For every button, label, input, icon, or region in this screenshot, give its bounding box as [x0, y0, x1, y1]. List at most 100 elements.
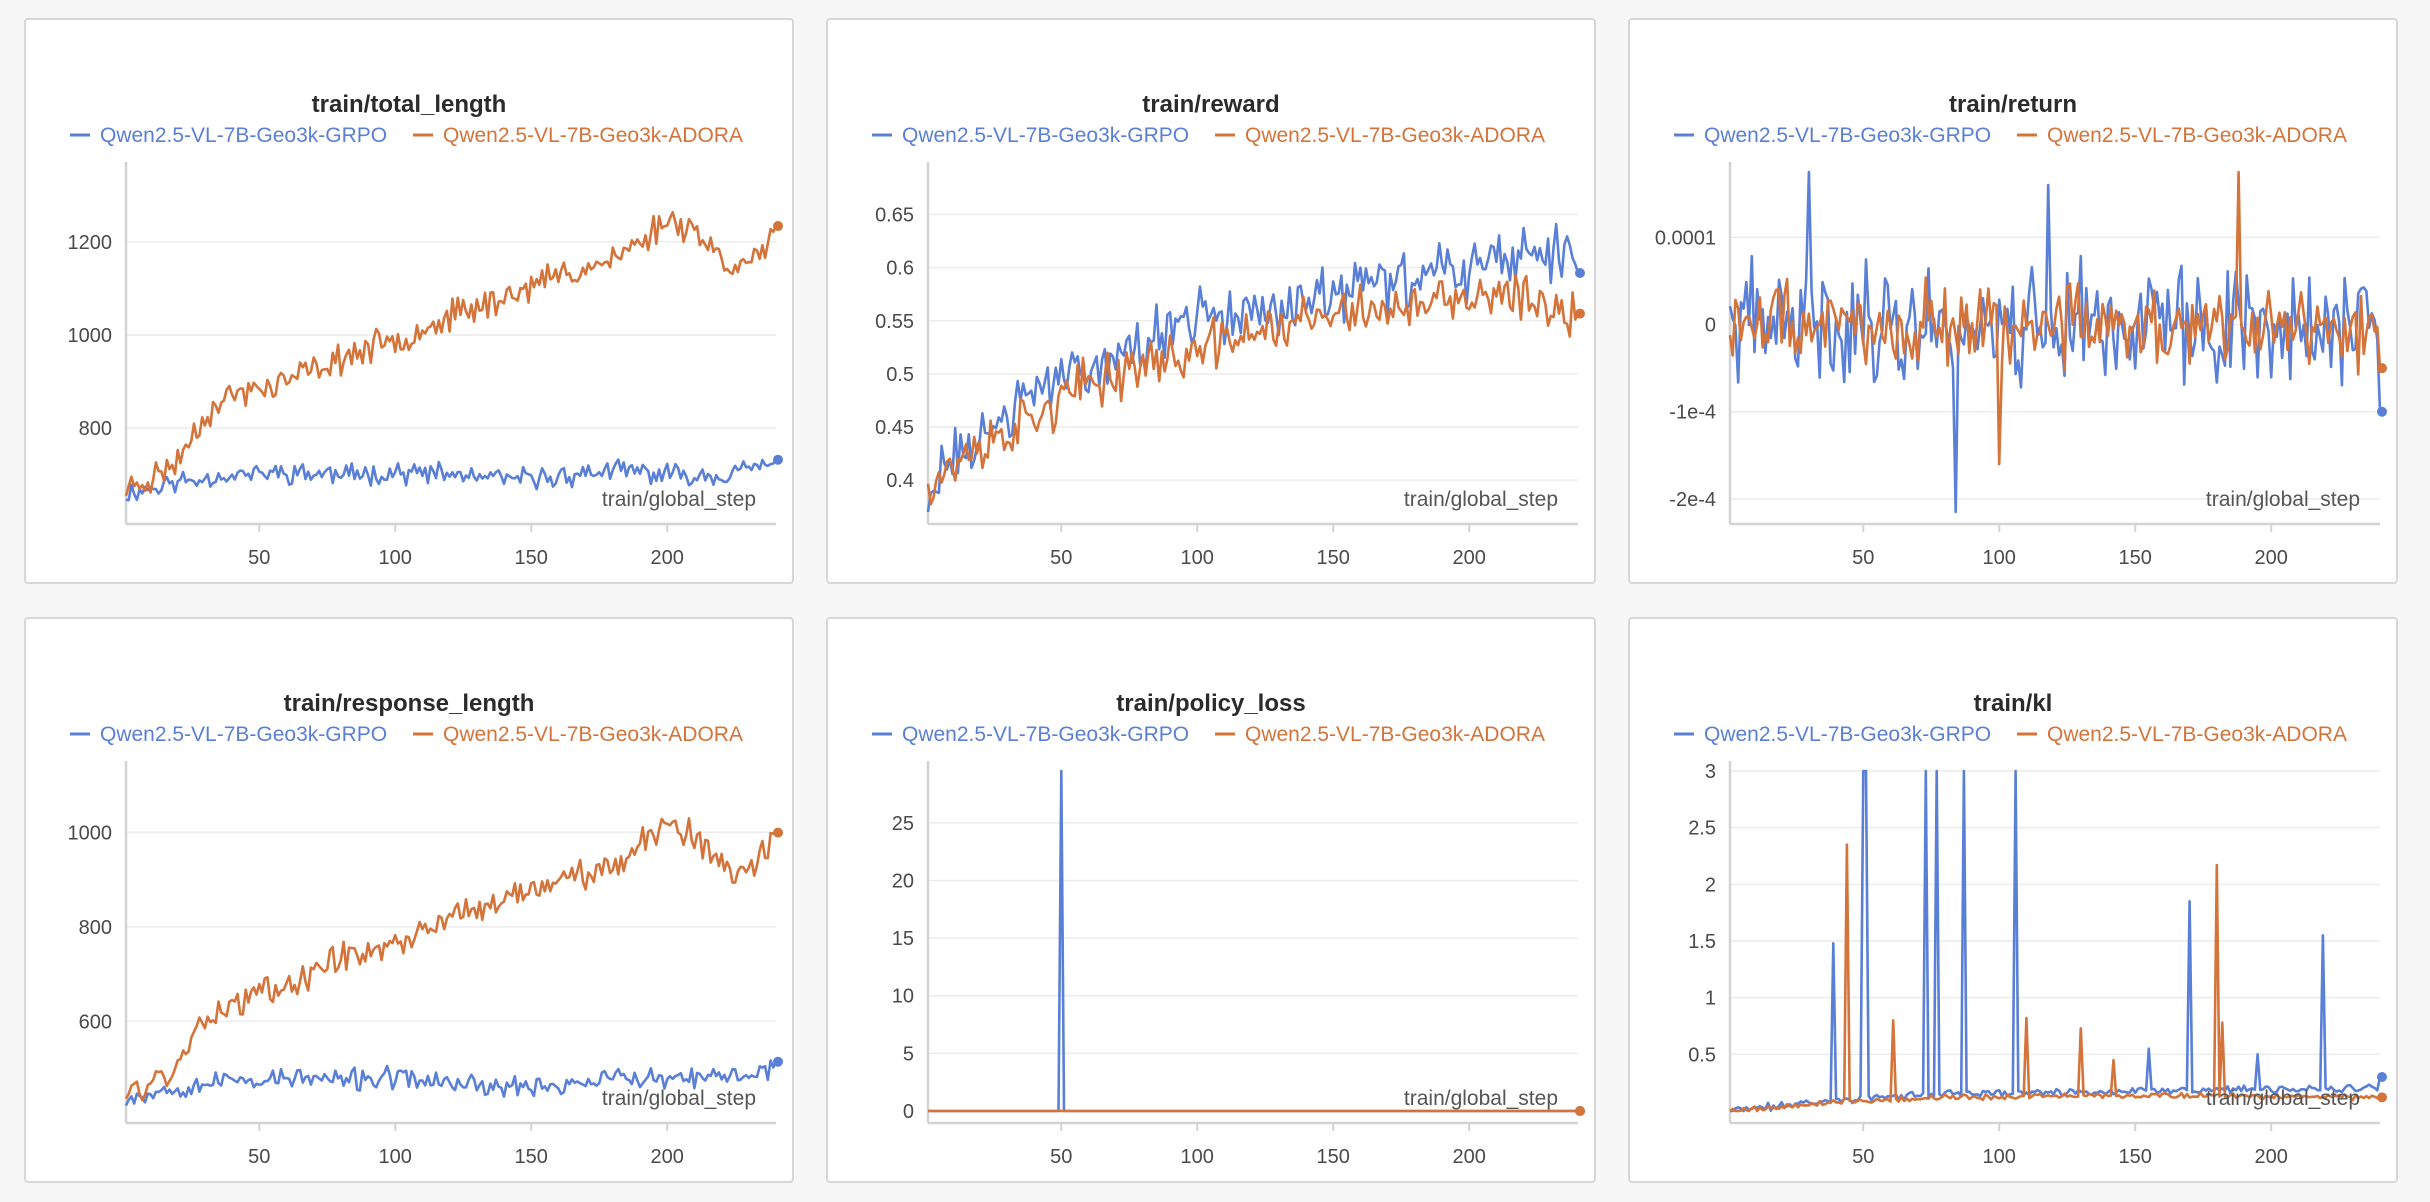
x-tick-label: 50: [248, 1146, 270, 1168]
y-tick-label: 0: [903, 1101, 914, 1123]
series-line-adora[interactable]: [124, 817, 777, 1102]
x-axis-label: train/global_step: [1404, 488, 1558, 511]
x-tick-label: 150: [2119, 1146, 2152, 1168]
series-line-grpo[interactable]: [928, 769, 1578, 1113]
legend-label[interactable]: Qwen2.5-VL-7B-Geo3k-GRPO: [1704, 124, 1991, 147]
x-tick-label: 50: [1050, 1146, 1072, 1168]
chart-svg: train/total_length Qwen2.5-VL-7B-Geo3k-GR…: [68, 91, 783, 569]
y-tick-label: 0.5: [886, 364, 914, 386]
series-end-marker-adora[interactable]: [1575, 1106, 1585, 1116]
series-line-adora[interactable]: [124, 210, 778, 497]
legend-label[interactable]: Qwen2.5-VL-7B-Geo3k-ADORA: [2047, 124, 2347, 147]
x-tick-label: 100: [1181, 1146, 1214, 1168]
series-line-grpo[interactable]: [926, 222, 1580, 513]
x-tick-label: 100: [379, 547, 412, 569]
y-tick-label: 800: [79, 917, 112, 939]
x-tick-label: 100: [1983, 1146, 2016, 1168]
series-line-grpo[interactable]: [125, 458, 778, 502]
x-tick-label: 200: [1453, 547, 1486, 569]
series-end-marker-adora[interactable]: [2377, 363, 2387, 374]
x-tick-label: 200: [651, 547, 684, 569]
y-tick-label: -2e-4: [1669, 489, 1716, 511]
chart-title: train/policy_loss: [1116, 690, 1305, 717]
chart-panel[interactable]: train/kl Qwen2.5-VL-7B-Geo3k-GRPO Qwen2.5-…: [1628, 617, 2398, 1183]
x-tick-label: 50: [1050, 547, 1072, 569]
series-end-marker-grpo[interactable]: [773, 454, 783, 465]
x-tick-label: 200: [2255, 1146, 2288, 1168]
series-end-marker-adora[interactable]: [773, 827, 783, 838]
chart-svg: train/response_length Qwen2.5-VL-7B-Geo3k…: [68, 690, 783, 1168]
series-line-grpo[interactable]: [124, 1059, 778, 1107]
chart-svg: train/reward Qwen2.5-VL-7B-Geo3k-GRPO Qwen…: [872, 91, 1585, 569]
series-end-marker-adora[interactable]: [2377, 1092, 2387, 1103]
x-axis-label: train/global_step: [602, 488, 756, 511]
y-tick-label: 600: [79, 1011, 112, 1033]
chart-title: train/return: [1949, 91, 2077, 118]
legend-label[interactable]: Qwen2.5-VL-7B-Geo3k-ADORA: [1245, 124, 1545, 147]
x-tick-label: 150: [515, 1146, 548, 1168]
legend-label[interactable]: Qwen2.5-VL-7B-Geo3k-ADORA: [443, 124, 743, 147]
x-axis-label: train/global_step: [1404, 1087, 1558, 1110]
x-tick-label: 200: [2255, 547, 2288, 569]
x-tick-label: 100: [379, 1146, 412, 1168]
legend-label[interactable]: Qwen2.5-VL-7B-Geo3k-ADORA: [1245, 723, 1545, 746]
chart-panel[interactable]: train/reward Qwen2.5-VL-7B-Geo3k-GRPO Qwen…: [826, 18, 1596, 584]
y-tick-label: 0.4: [886, 470, 914, 492]
series-line-grpo[interactable]: [1730, 769, 2382, 1113]
x-tick-label: 150: [1317, 1146, 1350, 1168]
y-tick-label: 0.65: [875, 205, 914, 227]
y-tick-label: 800: [79, 418, 112, 440]
x-tick-label: 200: [1453, 1146, 1486, 1168]
x-tick-label: 50: [248, 547, 270, 569]
chart-title: train/kl: [1974, 690, 2053, 717]
y-tick-label: 2: [1705, 874, 1716, 896]
series-end-marker-adora[interactable]: [1575, 308, 1585, 319]
series-end-marker-grpo[interactable]: [2377, 406, 2387, 417]
y-tick-label: -1e-4: [1669, 402, 1716, 424]
x-tick-label: 100: [1181, 547, 1214, 569]
series-end-marker-adora[interactable]: [773, 221, 783, 232]
series-end-marker-grpo[interactable]: [773, 1056, 783, 1067]
chart-panel[interactable]: train/return Qwen2.5-VL-7B-Geo3k-GRPO Qwen…: [1628, 18, 2398, 584]
series-line-grpo[interactable]: [1728, 170, 2382, 514]
x-axis-label: train/global_step: [2206, 1087, 2360, 1110]
legend-label[interactable]: Qwen2.5-VL-7B-Geo3k-ADORA: [2047, 723, 2347, 746]
x-tick-label: 150: [1317, 547, 1350, 569]
y-tick-label: 0.6: [886, 258, 914, 280]
legend-label[interactable]: Qwen2.5-VL-7B-Geo3k-GRPO: [902, 124, 1189, 147]
chart-svg: train/return Qwen2.5-VL-7B-Geo3k-GRPO Qwen…: [1655, 91, 2387, 569]
legend-label[interactable]: Qwen2.5-VL-7B-Geo3k-GRPO: [1704, 723, 1991, 746]
chart-title: train/response_length: [284, 690, 535, 717]
y-tick-label: 1000: [68, 325, 113, 347]
legend-label[interactable]: Qwen2.5-VL-7B-Geo3k-GRPO: [100, 723, 387, 746]
chart-title: train/reward: [1142, 91, 1279, 118]
series-end-marker-grpo[interactable]: [2377, 1072, 2387, 1082]
y-tick-label: 25: [892, 813, 914, 835]
y-tick-label: 0.45: [875, 417, 914, 439]
y-tick-label: 15: [892, 928, 914, 950]
series-end-marker-grpo[interactable]: [1575, 267, 1585, 278]
legend-label[interactable]: Qwen2.5-VL-7B-Geo3k-GRPO: [902, 723, 1189, 746]
y-tick-label: 10: [892, 986, 914, 1008]
chart-panel[interactable]: train/response_length Qwen2.5-VL-7B-Geo3k…: [24, 617, 794, 1183]
series-line-adora[interactable]: [1729, 843, 2381, 1113]
series-line-adora[interactable]: [1728, 170, 2382, 466]
x-tick-label: 50: [1852, 547, 1874, 569]
series-line-adora[interactable]: [926, 274, 1580, 506]
y-tick-label: 1.5: [1688, 931, 1716, 953]
y-tick-label: 1200: [68, 232, 113, 254]
legend-label[interactable]: Qwen2.5-VL-7B-Geo3k-ADORA: [443, 723, 743, 746]
y-tick-label: 3: [1705, 761, 1716, 783]
x-tick-label: 200: [651, 1146, 684, 1168]
x-tick-label: 150: [2119, 547, 2152, 569]
y-tick-label: 2.5: [1688, 818, 1716, 840]
y-tick-label: 0.5: [1688, 1044, 1716, 1066]
y-tick-label: 1000: [68, 822, 113, 844]
x-axis-label: train/global_step: [602, 1087, 756, 1110]
chart-panel[interactable]: train/policy_loss Qwen2.5-VL-7B-Geo3k-GRP…: [826, 617, 1596, 1183]
y-tick-label: 0: [1705, 315, 1716, 337]
chart-panel[interactable]: train/total_length Qwen2.5-VL-7B-Geo3k-GR…: [24, 18, 794, 584]
y-tick-label: 20: [892, 870, 914, 892]
y-tick-label: 1: [1705, 988, 1716, 1010]
legend-label[interactable]: Qwen2.5-VL-7B-Geo3k-GRPO: [100, 124, 387, 147]
